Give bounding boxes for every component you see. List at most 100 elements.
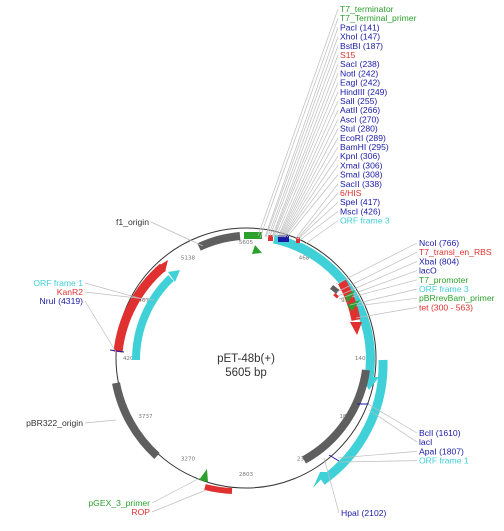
tick-label: 5138 — [181, 256, 196, 262]
leader-line — [297, 201, 339, 240]
kanr2-arc[interactable] — [113, 263, 166, 353]
label-t7-promoter[interactable]: T7_promoter — [419, 275, 468, 285]
leader-line — [299, 211, 339, 241]
label-paci-141[interactable]: PacI (141) — [340, 22, 380, 32]
label-t7-terminal-primer[interactable]: T7_Terminal_primer — [340, 13, 417, 23]
label-xbai-804[interactable]: XbaI (804) — [419, 256, 459, 266]
label-laco[interactable]: lacO — [419, 266, 437, 276]
label-ncoi-766[interactable]: NcoI (766) — [419, 238, 459, 248]
leader-line — [336, 251, 418, 293]
leader-line — [339, 460, 418, 463]
label-apai-1807[interactable]: ApaI (1807) — [419, 446, 464, 456]
label-bstbi-187[interactable]: BstBI (187) — [340, 41, 383, 51]
leader-line — [283, 156, 339, 238]
leader-line — [284, 165, 339, 238]
label-6-his[interactable]: 6/HIS — [340, 188, 362, 198]
label-f1-origin[interactable]: f1_origin — [116, 217, 149, 227]
label-hpai-2102[interactable]: HpaI (2102) — [341, 508, 387, 518]
label-smai-308[interactable]: SmaI (308) — [340, 170, 383, 180]
label-msci-426[interactable]: MscI (426) — [340, 206, 381, 216]
label-asci-270[interactable]: AscI (270) — [340, 114, 379, 124]
plasmid-name: pET-48b(+) — [217, 353, 275, 365]
label-s15[interactable]: S15 — [340, 50, 356, 60]
label-sacii-338[interactable]: SacII (338) — [340, 179, 382, 189]
leader-line — [84, 291, 155, 301]
label-saci-238[interactable]: SacI (238) — [340, 59, 380, 69]
label-pbrrevbam-primer[interactable]: pBRrevBam_primer — [419, 293, 495, 303]
leader-line — [304, 220, 339, 245]
label-kanr2[interactable]: KanR2 — [57, 287, 83, 297]
leader-line — [275, 91, 339, 238]
leader-line — [273, 82, 339, 238]
label-t7-transl-en-rbs[interactable]: T7_transl_en_RBS — [419, 247, 492, 257]
leader-line — [280, 128, 339, 238]
label-bcli-1610[interactable]: BclI (1610) — [419, 428, 461, 438]
label-t7-terminator[interactable]: T7_terminator — [340, 4, 394, 14]
pbr322-origin-arc[interactable] — [112, 382, 160, 459]
label-laci[interactable]: lacI — [419, 437, 432, 447]
apai-site-mark — [328, 454, 340, 462]
label-hindiii-249[interactable]: HindIII (249) — [340, 87, 387, 97]
orf-frame-1-right-arc[interactable] — [319, 359, 388, 485]
leader-line — [151, 477, 201, 504]
pbr-rev-bam-arrow — [347, 300, 360, 311]
leader-line — [349, 288, 418, 306]
orf-frame-1-right-arrow — [313, 472, 328, 488]
leader-line — [257, 8, 339, 237]
s15-red-block — [268, 235, 273, 241]
label-pbr322-origin[interactable]: pBR322_origin — [26, 418, 83, 428]
label-sali-255[interactable]: SalI (255) — [340, 96, 377, 106]
leader-line — [279, 119, 339, 238]
tet-arc[interactable] — [338, 279, 361, 321]
t7-terminator-arrow — [252, 245, 262, 254]
leader-line — [337, 261, 418, 297]
leader-line — [150, 221, 204, 247]
label-nrui-4319[interactable]: NruI (4319) — [40, 296, 84, 306]
tick-label: 468 — [299, 256, 310, 262]
label-ecori-289[interactable]: EcoRI (289) — [340, 133, 386, 143]
label-bamhi-295[interactable]: BamHI (295) — [340, 142, 389, 152]
label-orf-frame-3[interactable]: ORF frame 3 — [340, 216, 390, 226]
leader-line — [84, 419, 117, 424]
label-pgex-3-primer[interactable]: pGEX_3_primer — [88, 498, 150, 508]
leader-line — [84, 300, 117, 353]
label-tet-300-563[interactable]: tet (300 - 563) — [419, 302, 473, 312]
leader-line — [368, 409, 418, 443]
label-eagi-242[interactable]: EagI (242) — [340, 78, 380, 88]
leader-line — [277, 100, 339, 238]
tick-label: 3737 — [138, 414, 153, 420]
leader-line — [355, 307, 418, 319]
label-orf-frame-1[interactable]: ORF frame 1 — [419, 456, 469, 466]
laci-gray-arc[interactable] — [302, 369, 370, 464]
label-xhoi-147[interactable]: XhoI (147) — [340, 32, 380, 42]
tick-label: 4204 — [123, 356, 138, 362]
leader-line — [84, 282, 147, 301]
label-noti-242[interactable]: NotI (242) — [340, 68, 378, 78]
leader-line — [295, 183, 339, 239]
rop-arc[interactable] — [204, 484, 233, 494]
mcs-blue-block — [278, 235, 289, 242]
orf-frame-3-inner-arc[interactable] — [298, 242, 347, 285]
orf-frame-1-left-arc[interactable] — [131, 275, 174, 361]
label-kpni-306[interactable]: KpnI (306) — [340, 151, 380, 161]
leader-line — [355, 297, 418, 307]
leader-line — [367, 403, 418, 434]
tick-label: 5605 — [239, 240, 254, 246]
t7-promoter-arrow — [345, 290, 355, 303]
label-orf-frame-1[interactable]: ORF frame 1 — [33, 278, 83, 288]
leader-line — [278, 110, 339, 238]
label-spei-417[interactable]: SpeI (417) — [340, 197, 380, 207]
leader-line — [265, 36, 339, 238]
f1-origin-arc[interactable] — [197, 232, 241, 251]
label-orf-frame-3[interactable]: ORF frame 3 — [419, 284, 469, 294]
leader-line — [272, 73, 339, 238]
rbs-block — [333, 292, 339, 299]
label-aatii-266[interactable]: AatII (266) — [340, 105, 380, 115]
label-stui-280[interactable]: StuI (280) — [340, 124, 378, 134]
leader-line — [271, 64, 339, 238]
label-xmai-306[interactable]: XmaI (306) — [340, 160, 383, 170]
leader-line — [296, 192, 339, 240]
label-rop[interactable]: ROP — [131, 507, 150, 517]
leader-line — [259, 18, 339, 239]
